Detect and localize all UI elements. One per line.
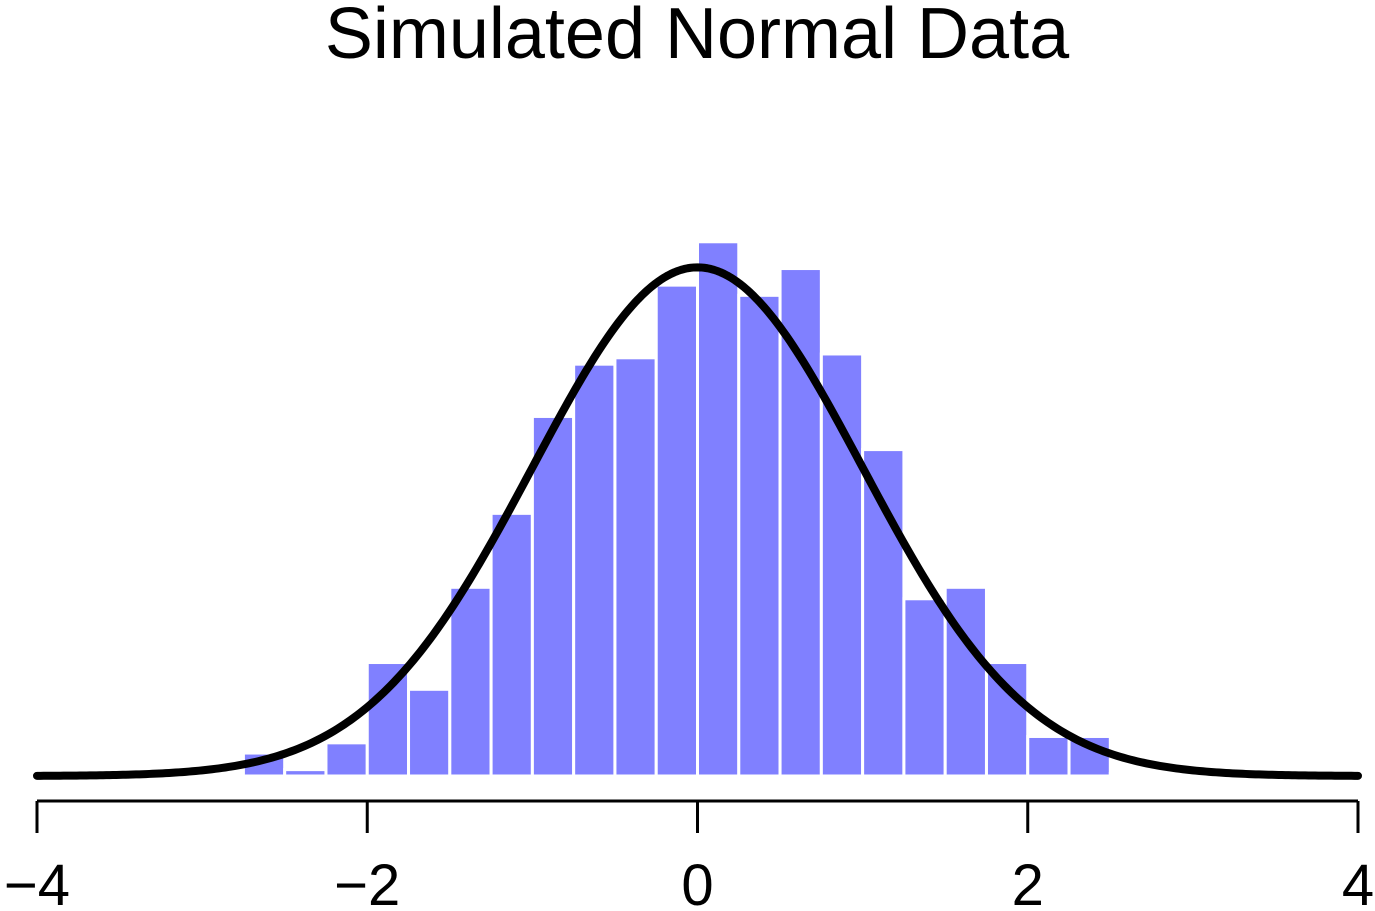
x-tick-label: −4 <box>4 853 70 911</box>
histogram-bar <box>489 511 534 778</box>
histogram-bar <box>1026 734 1071 778</box>
histogram-bar <box>654 283 699 778</box>
histogram-bar <box>861 448 906 778</box>
chart-title: Simulated Normal Data <box>325 0 1070 74</box>
histogram-bar <box>613 356 658 778</box>
histogram-bar <box>365 661 411 778</box>
histogram-bar <box>984 661 1030 778</box>
histogram-bar <box>1108 771 1154 778</box>
normal-density-curve <box>33 263 1362 780</box>
histogram-bar <box>737 293 782 778</box>
histogram-bar <box>324 741 369 778</box>
histogram-bar <box>530 414 576 778</box>
x-tick-label: 2 <box>1012 853 1044 911</box>
x-tick-label: −2 <box>334 853 400 911</box>
histogram-bar <box>902 597 947 778</box>
histogram-bar <box>572 362 617 778</box>
x-tick-label: 0 <box>681 853 713 911</box>
histogram-bar <box>696 240 741 778</box>
histogram-bar <box>283 768 328 778</box>
x-axis: −4 −2 0 2 4 <box>4 799 1374 911</box>
histogram-bar <box>1150 771 1195 778</box>
histogram-bar <box>819 352 865 778</box>
histogram-bar <box>778 267 823 778</box>
histogram-bars <box>241 240 1195 778</box>
histogram-bar <box>448 585 493 778</box>
x-tick-label: 4 <box>1342 853 1374 911</box>
histogram-bar <box>407 687 452 778</box>
